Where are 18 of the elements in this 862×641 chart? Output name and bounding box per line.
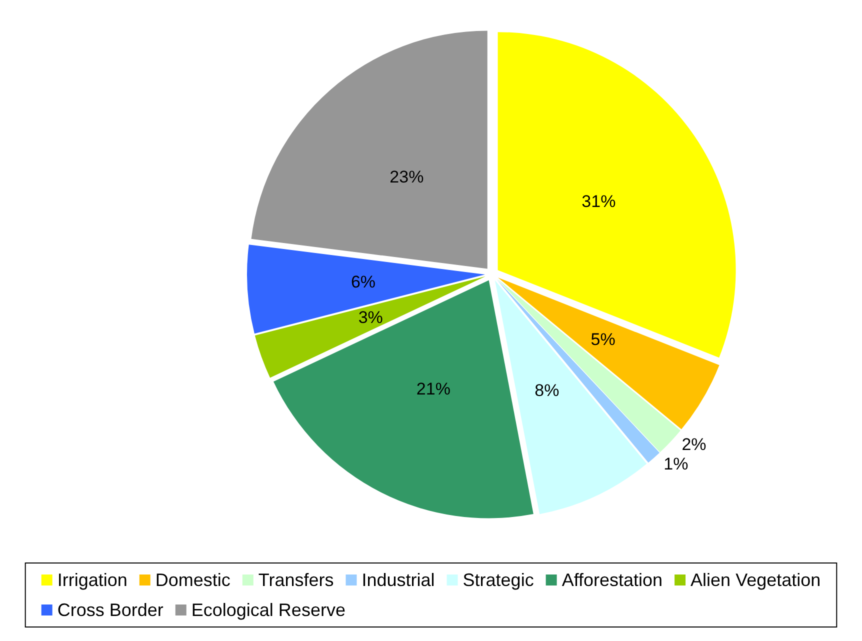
legend-label: Industrial: [362, 570, 435, 590]
legend-label: Afforestation: [562, 570, 663, 590]
data-label: 1%: [664, 454, 688, 474]
legend-label: Ecological Reserve: [191, 600, 346, 620]
data-label: 23%: [390, 168, 424, 187]
data-label: 21%: [416, 379, 450, 398]
data-label: 6%: [350, 272, 376, 292]
legend-label: Strategic: [462, 570, 534, 590]
data-label: 2%: [682, 434, 706, 454]
data-label: 3%: [358, 308, 383, 328]
legend-label: Domestic: [155, 570, 230, 590]
data-label: 5%: [590, 330, 616, 350]
legend-label: Transfers: [258, 570, 334, 590]
data-label: 31%: [582, 192, 616, 211]
legend-label: Irrigation: [57, 570, 128, 590]
legend-label: Cross Border: [57, 600, 164, 620]
legend-label: Alien Vegetation: [690, 570, 821, 590]
data-label: 8%: [534, 381, 560, 400]
